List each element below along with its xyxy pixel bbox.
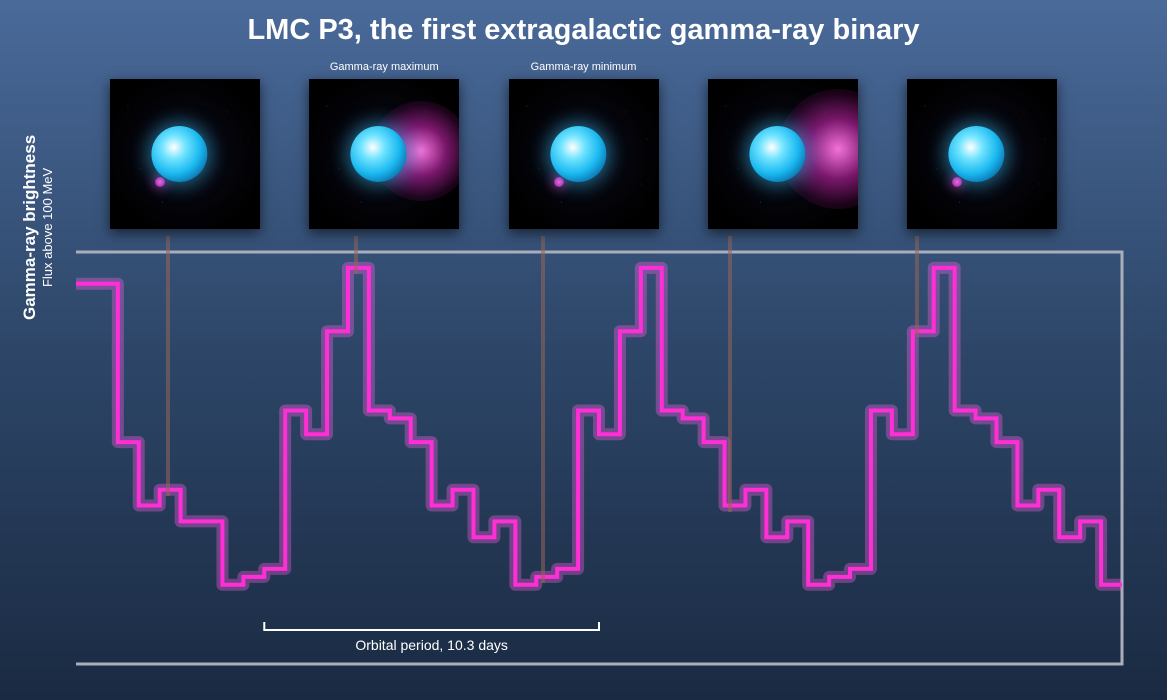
- thumb-panel: [708, 79, 858, 229]
- thumb-panel: [110, 79, 260, 229]
- blue-star-icon: [948, 126, 1004, 182]
- orbital-period-label: Orbital period, 10.3 days: [355, 637, 508, 653]
- thumb-panel: [509, 79, 659, 229]
- blue-star-icon: [151, 126, 207, 182]
- connector-line: [915, 236, 919, 337]
- connector-line: [541, 236, 545, 583]
- thumbnail-row: Gamma-ray maximum Gamma-ray minimum: [0, 47, 1167, 229]
- brightness-chart: Orbital period, 10.3 days: [70, 246, 1128, 670]
- thumb-3: Gamma-ray minimum: [509, 61, 659, 229]
- thumb-panel: [309, 79, 459, 229]
- magenta-source-icon: [155, 177, 165, 187]
- blue-star-icon: [749, 126, 805, 182]
- connector-line: [166, 236, 170, 496]
- thumb-1: [110, 61, 260, 229]
- thumb-5: [907, 61, 1057, 229]
- thumb-2: Gamma-ray maximum: [309, 61, 459, 229]
- connector-line: [354, 236, 358, 274]
- thumb-label: Gamma-ray maximum: [330, 61, 439, 75]
- chart-area: Orbital period, 10.3 days: [70, 246, 1128, 670]
- blue-star-icon: [351, 126, 407, 182]
- magenta-source-icon: [554, 177, 564, 187]
- magenta-source-icon: [952, 177, 962, 187]
- page-title: LMC P3, the first extragalactic gamma-ra…: [0, 0, 1167, 47]
- thumb-panel: [907, 79, 1057, 229]
- thumb-label: Gamma-ray minimum: [531, 61, 637, 75]
- thumb-4: [708, 61, 858, 229]
- blue-star-icon: [550, 126, 606, 182]
- connector-line: [728, 236, 732, 512]
